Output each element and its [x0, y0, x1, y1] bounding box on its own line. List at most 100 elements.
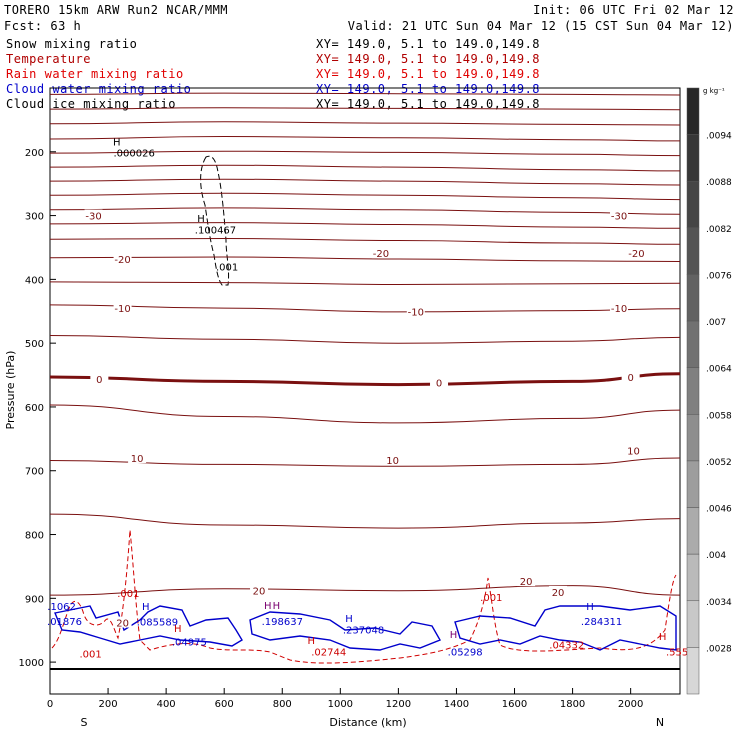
- cloud-ice-contour: [200, 155, 230, 286]
- temperature-label-bg-13: [624, 444, 643, 456]
- y-tick-label-6: 800: [25, 531, 44, 542]
- temperature-label-bg-7: [610, 302, 629, 314]
- colorbar-label-2: .0082: [706, 225, 732, 235]
- colorbar-label-10: .0034: [706, 598, 732, 608]
- annotation-11: .085589: [137, 618, 178, 629]
- x-tick-label-6: 1200: [386, 699, 411, 710]
- temperature-line-9: [49, 222, 681, 229]
- x-tick-label-3: 600: [215, 699, 234, 710]
- temperature-label-bg-1: [610, 209, 629, 221]
- temperature-label-bg-15: [517, 575, 536, 587]
- colorbar-cell-11: [686, 600, 700, 648]
- temperature-label-0: -30: [85, 212, 101, 223]
- temperature-label-13: 10: [627, 446, 640, 457]
- annotation-12: H: [174, 624, 182, 635]
- temperature-label-bg-2: [113, 252, 132, 264]
- temperature-label-bg-17: [113, 616, 132, 628]
- temperature-label-9: 0: [436, 379, 442, 390]
- temperature-label-11: 10: [131, 454, 144, 465]
- x-axis: 0 200 400 600 800 1000 1200 1400 1600 1800 2000: [47, 688, 643, 710]
- temperature-contours: [49, 92, 681, 596]
- plot-frame: [49, 87, 681, 695]
- colorbar-label-0: .0094: [706, 132, 732, 142]
- annotation-15: H: [273, 601, 281, 612]
- annotation-21: H: [450, 630, 458, 641]
- temperature-label-bg-5: [113, 302, 132, 314]
- legend-cloudwater-name: Cloud water mixing ratio: [6, 82, 191, 96]
- colorbar-cell-2: [686, 180, 700, 229]
- annotation-2: H: [197, 214, 205, 225]
- temperature-label-2: -20: [114, 255, 130, 266]
- annotation-0: H: [113, 137, 121, 148]
- temperature-line-12: [49, 281, 681, 286]
- temperature-label-1: -30: [611, 212, 627, 223]
- annotation-4: .001: [216, 262, 238, 273]
- annotation-14: H: [264, 601, 272, 612]
- y-tick-label-3: 500: [25, 339, 44, 350]
- legend-snow-name: Snow mixing ratio: [6, 37, 137, 51]
- temperature-line-10: [49, 237, 681, 245]
- temperature-label-bg-14: [250, 584, 269, 596]
- colorbar-cell-6: [686, 367, 700, 415]
- annotation-9: .01876: [47, 617, 82, 628]
- temperature-line-1: [49, 107, 681, 111]
- annotation-18: .237048: [343, 625, 384, 636]
- x-tick-label-0: 0: [47, 699, 53, 710]
- temperature-label-3: -20: [373, 249, 389, 260]
- x-tick-label-2: 400: [157, 699, 176, 710]
- temperature-label-bg-8: [90, 372, 109, 384]
- colorbar-cell-9: [686, 507, 700, 555]
- temperature-label-bg-16: [549, 585, 568, 597]
- annotation-24: .284311: [581, 617, 622, 628]
- annotation-17: H: [345, 614, 353, 625]
- y-tick-label-7: 900: [25, 594, 44, 605]
- temperature-line-2: [49, 121, 681, 126]
- colorbar-label-1: .0088: [706, 178, 732, 188]
- temperature-line-14: [49, 335, 681, 344]
- y-axis-title: Pressure (hPa): [4, 351, 17, 430]
- temperature-contour-labels: -30 -30 -20 -20 -20 -10 -10 -10 0 0 0 10 10 10 20 20 20 2…: [84, 209, 646, 630]
- temperature-label-bg-4: [627, 247, 646, 259]
- temperature-line-17: [49, 457, 681, 467]
- temperature-label-bg-9: [430, 376, 449, 388]
- temperature-label-16: 20: [552, 588, 565, 599]
- legend-snow-xy: XY= 149.0, 5.1 to 149.0,149.8: [316, 37, 540, 51]
- annotation-19: H: [308, 636, 316, 647]
- temperature-line-11: [49, 256, 681, 262]
- annotation-7: .001: [80, 650, 102, 661]
- temperature-line-8: [49, 207, 681, 215]
- x-tick-label-7: 1400: [444, 699, 469, 710]
- temperature-label-5: -10: [114, 304, 130, 315]
- temperature-line-13: [49, 304, 681, 313]
- legend-temperature-name: Temperature: [6, 52, 91, 66]
- temperature-label-bg-3: [371, 247, 390, 259]
- colorbar-cell-12: [686, 647, 700, 695]
- legend-rain-xy: XY= 149.0, 5.1 to 149.0,149.8: [316, 67, 540, 81]
- temperature-line-5: [49, 164, 681, 172]
- temperature-line-7: [49, 192, 681, 201]
- temperature-label-15: 20: [520, 577, 533, 588]
- annotation-23: H: [586, 602, 594, 613]
- x-tick-label-9: 1800: [560, 699, 585, 710]
- temperature-label-bg-12: [383, 453, 402, 465]
- temperature-label-bg-0: [84, 209, 103, 221]
- annotation-25: .04332: [549, 641, 584, 652]
- colorbar-cell-1: [686, 134, 700, 182]
- colorbar-cell-0: [686, 87, 700, 135]
- x-tick-label-10: 2000: [618, 699, 643, 710]
- colorbar-cell-3: [686, 227, 700, 275]
- temperature-label-bg-6: [406, 305, 425, 317]
- colorbar-label-8: .0046: [706, 505, 732, 515]
- init-time: Init: 06 UTC Fri 02 Mar 12: [533, 3, 734, 17]
- annotation-5: .001: [117, 589, 139, 600]
- y-tick-label-5: 700: [25, 467, 44, 478]
- colorbar-cell-8: [686, 460, 700, 508]
- legend-cloudice-name: Cloud ice mixing ratio: [6, 97, 176, 111]
- temperature-line-3: [49, 135, 681, 142]
- colorbar-label-3: .0076: [706, 271, 732, 281]
- x-tick-label-4: 800: [273, 699, 292, 710]
- colorbar-label-7: .0052: [706, 458, 732, 468]
- temperature-line-6: [49, 178, 681, 186]
- legend-cloudice-xy: XY= 149.0, 5.1 to 149.0,149.8: [316, 97, 540, 111]
- temperature-label-bg-10: [621, 370, 640, 382]
